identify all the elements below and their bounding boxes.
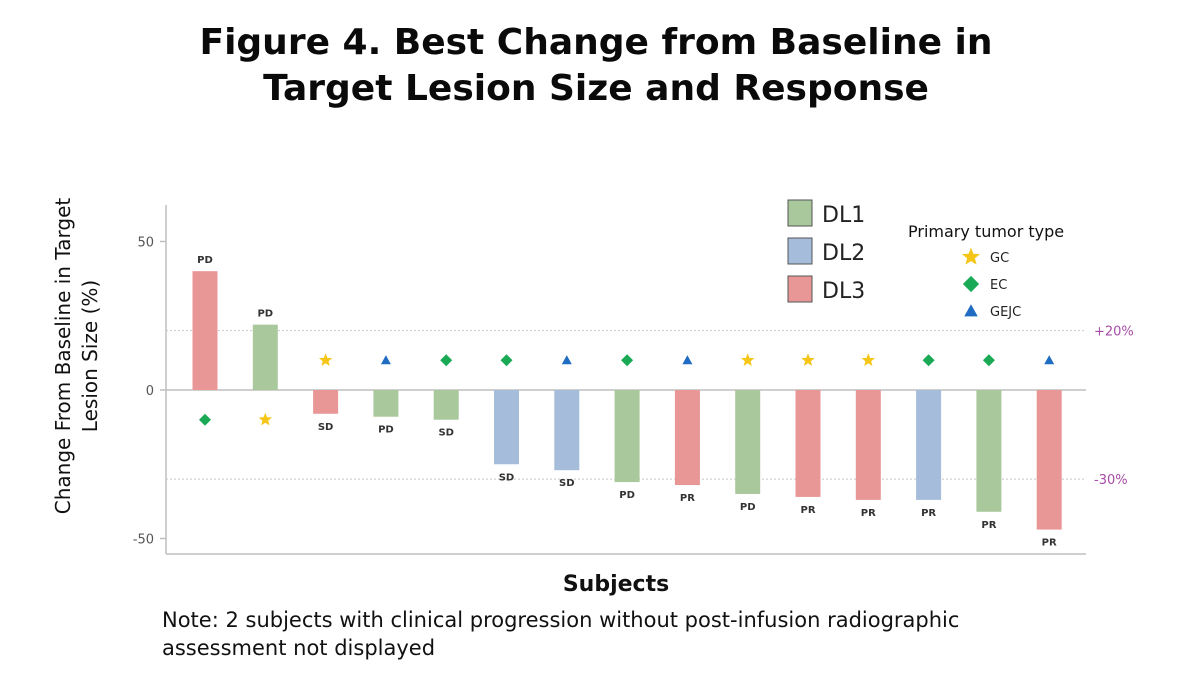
footnote: Note: 2 subjects with clinical progressi… (162, 608, 960, 660)
legend-swatch-dl1 (787, 199, 813, 227)
y-axis-label: Change From Baseline in Target Lesion Siz… (51, 198, 102, 515)
legend: DL1 DL2 DL3 Primary tumor type GC EC GEJC (787, 199, 1064, 320)
legend-label-dl1: DL1 (822, 203, 865, 228)
response-labels: PD PD SD PD SD SD SD PD PR PD PR PR PR PR PR (197, 255, 1057, 548)
star-icon (741, 353, 755, 366)
response-label: PD (740, 502, 756, 513)
legend-tumor-label: GEJC (990, 305, 1021, 320)
bar-subject-14 (976, 390, 1002, 512)
star-icon (318, 353, 333, 366)
response-label: PD (197, 255, 213, 266)
response-label: PD (257, 309, 273, 320)
legend-swatch-dl2 (787, 237, 813, 265)
threshold-label: +20% (1094, 325, 1134, 340)
bar-subject-1 (192, 271, 218, 390)
response-label: PR (1042, 538, 1057, 549)
y-axis-label-line-1: Change From Baseline in Target (51, 198, 75, 515)
bars (192, 271, 1062, 530)
legend-label-dl3: DL3 (822, 279, 865, 304)
bar-subject-7 (554, 390, 580, 471)
bar-subject-11 (795, 390, 821, 497)
response-label: PD (619, 490, 635, 501)
figure-title-line-2: Target Lesion Size and Response (263, 68, 929, 109)
triangle-icon (1044, 355, 1055, 365)
triangle-icon (964, 304, 978, 317)
figure-title: Figure 4. Best Change from Baseline in T… (0, 20, 1192, 112)
response-label: SD (559, 478, 575, 489)
star-icon (962, 247, 980, 265)
y-tick-label: -50 (133, 533, 154, 548)
response-label: SD (438, 428, 454, 439)
response-label: PR (861, 508, 876, 519)
triangle-icon (682, 355, 693, 365)
response-label: SD (318, 422, 334, 433)
diamond-icon (922, 354, 935, 367)
threshold-label: -30% (1094, 473, 1128, 488)
tumor-markers (199, 353, 1055, 426)
diamond-icon (621, 354, 634, 367)
bar-subject-8 (614, 390, 640, 483)
legend-tumor-label: GC (990, 251, 1009, 266)
bar-subject-15 (1036, 390, 1062, 530)
diamond-icon (982, 354, 995, 367)
response-label: PR (981, 520, 996, 531)
bar-subject-2 (252, 324, 278, 390)
legend-swatch-dl3 (787, 275, 813, 303)
y-axis-label-line-2: Lesion Size (%) (78, 280, 102, 432)
figure-title-line-1: Figure 4. Best Change from Baseline in (199, 22, 993, 63)
star-icon (258, 412, 272, 426)
response-label: PR (800, 505, 815, 516)
bar-subject-13 (916, 390, 942, 500)
star-icon (801, 353, 815, 366)
legend-label-dl2: DL2 (822, 241, 865, 266)
y-tick-label: 0 (146, 384, 154, 399)
y-tick-label: 50 (137, 236, 154, 251)
bar-subject-6 (494, 390, 519, 465)
legend-tumor-label: EC (990, 278, 1007, 293)
response-label: PR (921, 508, 936, 519)
triangle-icon (561, 355, 572, 365)
x-axis-label: Subjects (562, 572, 670, 597)
response-label: SD (499, 472, 515, 483)
diamond-icon (440, 354, 453, 367)
bar-subject-9 (674, 390, 700, 486)
star-icon (861, 353, 875, 366)
bar-subject-4 (373, 390, 399, 417)
bar-subject-12 (855, 390, 881, 500)
bar-subject-5 (433, 390, 459, 420)
response-label: PD (378, 425, 394, 436)
bar-subject-3 (313, 390, 339, 414)
diamond-icon (962, 275, 980, 293)
bar-subject-10 (735, 390, 761, 494)
diamond-icon (500, 354, 513, 367)
legend-tumor-title: Primary tumor type (908, 222, 1064, 241)
response-label: PR (680, 493, 695, 504)
triangle-icon (380, 355, 391, 365)
diamond-icon (199, 413, 211, 426)
